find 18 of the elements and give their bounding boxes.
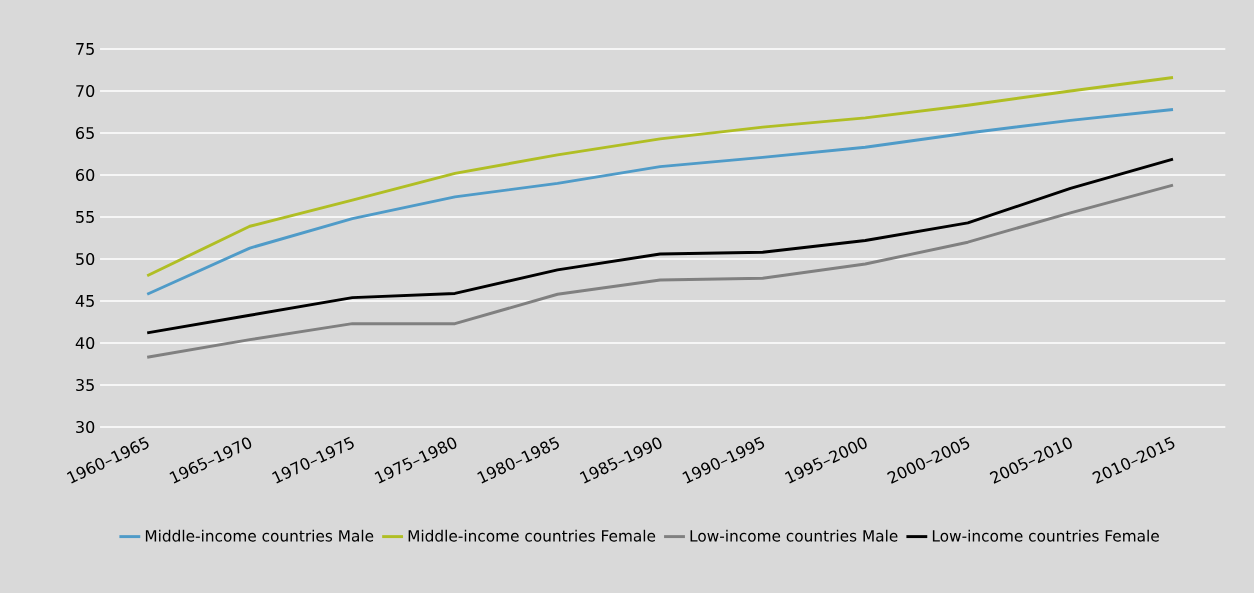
y-tick-label: 55	[76, 211, 94, 223]
y-tick-label: 60	[76, 168, 95, 182]
line-series	[145, 108, 1175, 296]
y-tick-label: 30	[76, 420, 95, 434]
line-series	[145, 183, 1175, 359]
y-tick-label: 45	[75, 295, 94, 307]
y-tick-label: 65	[76, 126, 94, 140]
line-series	[145, 76, 1175, 278]
y-tick-label: 70	[76, 84, 95, 98]
legend-label: Low-income countries Male	[690, 529, 898, 542]
y-tick-label: 40	[75, 336, 95, 350]
line-series	[145, 157, 1175, 335]
y-tick-label: 50	[76, 252, 95, 266]
legend-label: Middle-income countries Male	[145, 529, 374, 542]
y-tick-label: 75	[76, 43, 94, 55]
y-tick-label: 35	[76, 378, 94, 392]
legend-label: Middle-income countries Female	[408, 529, 656, 542]
legend-label: Low-income countries Female	[932, 529, 1159, 542]
